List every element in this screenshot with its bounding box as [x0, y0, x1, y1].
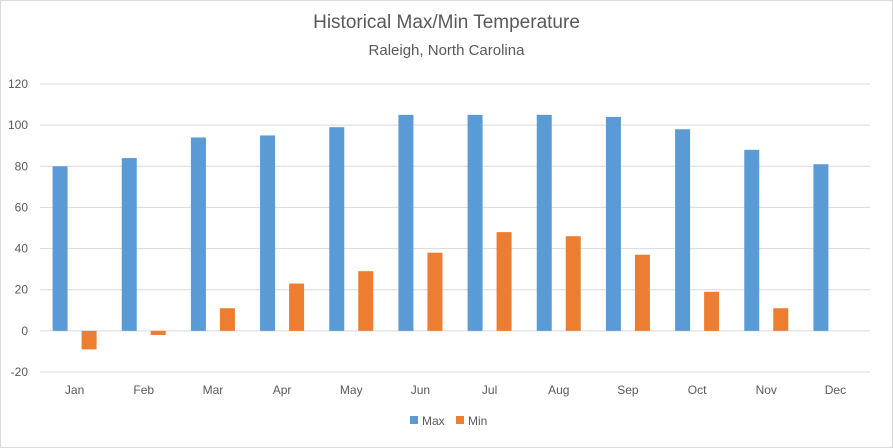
x-tick-label: Jan	[65, 383, 84, 397]
bar-max-aug	[536, 114, 552, 331]
x-axis-ticks: Jan Feb Mar Apr May Jun Jul Aug Sep Oct Nov Dec	[65, 383, 846, 397]
bar-min-jun	[427, 252, 443, 331]
bar-min-jan	[81, 330, 97, 350]
bar-min-sep	[634, 254, 650, 331]
y-tick-label: 120	[8, 77, 28, 91]
legend-label-min: Min	[468, 414, 487, 428]
x-tick-label: Mar	[203, 383, 224, 397]
bar-max-sep	[605, 116, 621, 331]
bar-max-jan	[52, 166, 68, 331]
bar-max-jun	[398, 114, 414, 331]
x-tick-label: Dec	[825, 383, 846, 397]
x-tick-label: Sep	[617, 383, 639, 397]
y-tick-label: 80	[15, 159, 29, 173]
bar-max-apr	[260, 135, 276, 331]
bars	[52, 114, 829, 350]
x-tick-label: May	[340, 383, 363, 397]
y-tick-label: 40	[15, 242, 29, 256]
bar-min-nov	[773, 308, 789, 331]
x-tick-label: Jun	[411, 383, 430, 397]
y-tick-label: 100	[8, 118, 28, 132]
bar-max-jul	[467, 114, 483, 331]
y-tick-label: 60	[15, 200, 29, 214]
bar-max-may	[329, 127, 345, 331]
y-axis-ticks: -20 0 20 40 60 80 100 120	[8, 77, 28, 379]
y-tick-label: -20	[11, 365, 29, 379]
y-tick-label: 0	[21, 324, 28, 338]
bar-max-oct	[675, 129, 691, 331]
x-tick-label: Jul	[482, 383, 497, 397]
bar-max-nov	[744, 149, 760, 331]
bar-min-apr	[289, 283, 305, 331]
legend-swatch-max	[410, 416, 418, 424]
legend: Max Min	[410, 414, 487, 428]
bar-max-mar	[190, 137, 206, 331]
chart-subtitle: Raleigh, North Carolina	[368, 42, 525, 59]
bar-min-aug	[565, 236, 581, 331]
x-tick-label: Feb	[133, 383, 154, 397]
bar-max-dec	[813, 164, 829, 331]
bar-min-may	[358, 271, 374, 331]
x-tick-label: Aug	[548, 383, 569, 397]
x-tick-label: Nov	[756, 383, 777, 397]
legend-swatch-min	[456, 416, 464, 424]
bar-max-feb	[121, 158, 137, 331]
bar-min-mar	[219, 308, 235, 331]
x-tick-label: Apr	[273, 383, 292, 397]
bar-min-jul	[496, 232, 512, 331]
legend-label-max: Max	[422, 414, 445, 428]
bar-min-oct	[704, 291, 720, 331]
x-tick-label: Oct	[688, 383, 707, 397]
gridlines	[40, 83, 870, 373]
bar-min-feb	[150, 330, 166, 335]
chart-title: Historical Max/Min Temperature	[313, 12, 580, 33]
y-tick-label: 20	[15, 283, 29, 297]
